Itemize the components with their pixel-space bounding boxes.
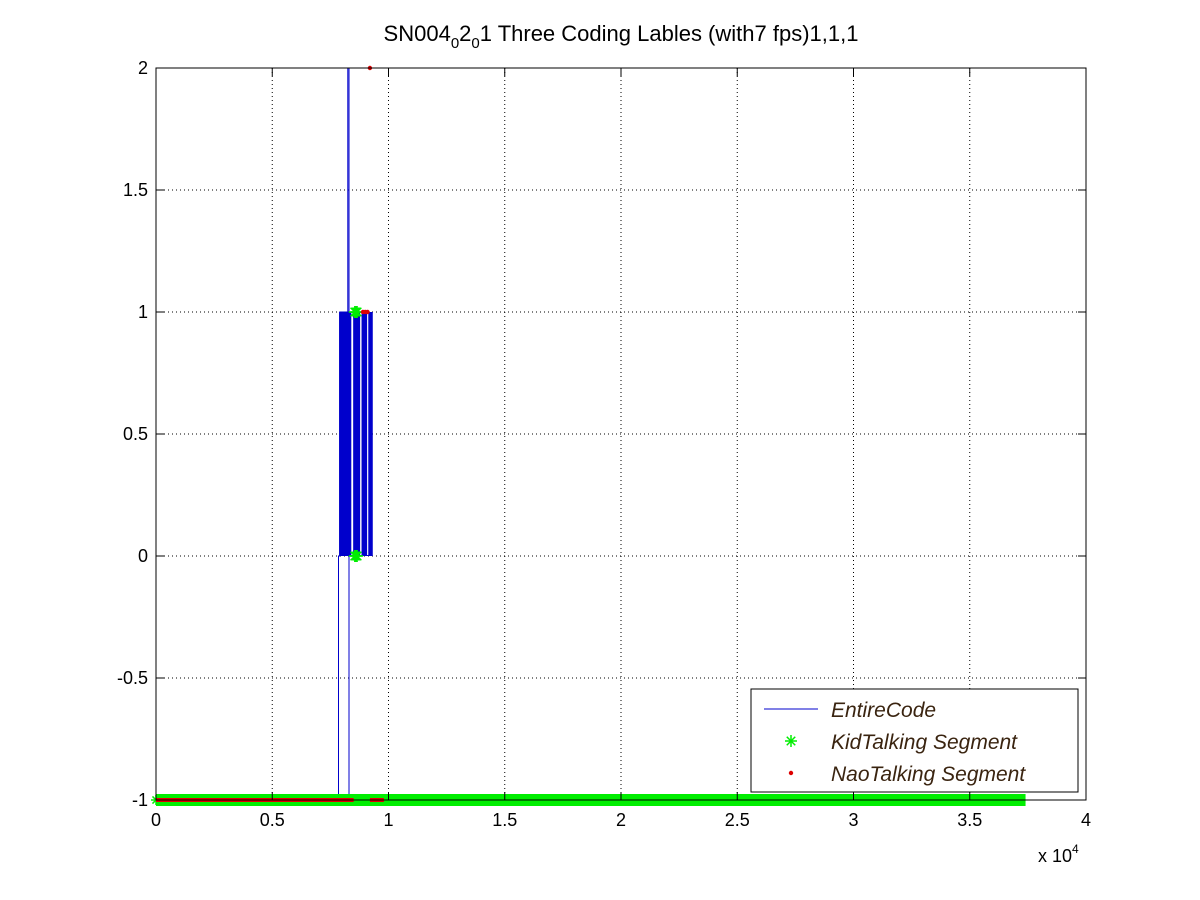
y-tick-label: 1 xyxy=(138,302,148,322)
chart-title: SN0040201 Three Coding Lables (with7 fps… xyxy=(384,21,859,52)
grid-lines xyxy=(156,68,1086,800)
x-tick-label: 3.5 xyxy=(957,810,982,830)
entirecode-block-gap xyxy=(351,313,354,555)
x-tick-label: 2 xyxy=(616,810,626,830)
y-tick-label: 2 xyxy=(138,58,148,78)
naotalking-point xyxy=(365,309,370,315)
chart-title-sub2: 0 xyxy=(471,35,479,52)
chart-title-prefix: SN004 xyxy=(384,21,451,46)
legend: EntireCode KidTalking Segment NaoTalking… xyxy=(750,688,1079,793)
legend-entry-dot-icon xyxy=(788,770,794,776)
x-tick-label: 2.5 xyxy=(725,810,750,830)
entirecode-block-gap xyxy=(367,313,369,555)
entirecode-line xyxy=(156,67,1026,801)
kidtalking-point xyxy=(351,550,364,562)
chart-title-sub1: 0 xyxy=(451,35,459,52)
entirecode-block-gap xyxy=(360,313,362,555)
legend-entry-entirecode: EntireCode xyxy=(831,699,936,722)
x-axis-multiplier-exponent: 4 xyxy=(1072,842,1079,856)
x-tick-label: 0.5 xyxy=(260,810,285,830)
x-axis-multiplier-base: x 10 xyxy=(1038,846,1072,866)
asterisk-stroke xyxy=(352,551,362,561)
x-tick-label: 3 xyxy=(848,810,858,830)
legend-asterisk xyxy=(785,735,797,747)
asterisk-stroke xyxy=(352,307,362,317)
y-tick-label: -1 xyxy=(132,790,148,810)
legend-entry-asterisk-icon xyxy=(785,735,797,747)
x-tick-label: 1.5 xyxy=(492,810,517,830)
y-tick-label: -0.5 xyxy=(117,668,148,688)
chart-title-mid: 2 xyxy=(459,21,471,46)
legend-entry-kidtalking: KidTalking Segment xyxy=(831,731,1018,754)
x-tick-label: 4 xyxy=(1081,810,1091,830)
x-tick-label: 1 xyxy=(383,810,393,830)
legend-box xyxy=(750,688,1079,793)
x-tick-label: 0 xyxy=(151,810,161,830)
legend-entry-naotalking: NaoTalking Segment xyxy=(831,763,1026,786)
y-tick-label: 1.5 xyxy=(123,180,148,200)
axis-ticks: 0 0.5 1 1.5 2 2.5 3 3.5 4 -1 -0.5 0 0.5 1 1.5 2 xyxy=(117,58,1091,830)
entirecode-dense-block xyxy=(339,312,373,556)
x-axis-multiplier: x 104 xyxy=(1038,842,1079,866)
y-tick-label: 0.5 xyxy=(123,424,148,444)
legend-dot xyxy=(788,770,794,776)
asterisk-stroke xyxy=(786,736,796,746)
chart-title-suffix: 1 Three Coding Lables (with7 fps)1,1,1 xyxy=(480,21,859,46)
y-tick-label: 0 xyxy=(138,546,148,566)
